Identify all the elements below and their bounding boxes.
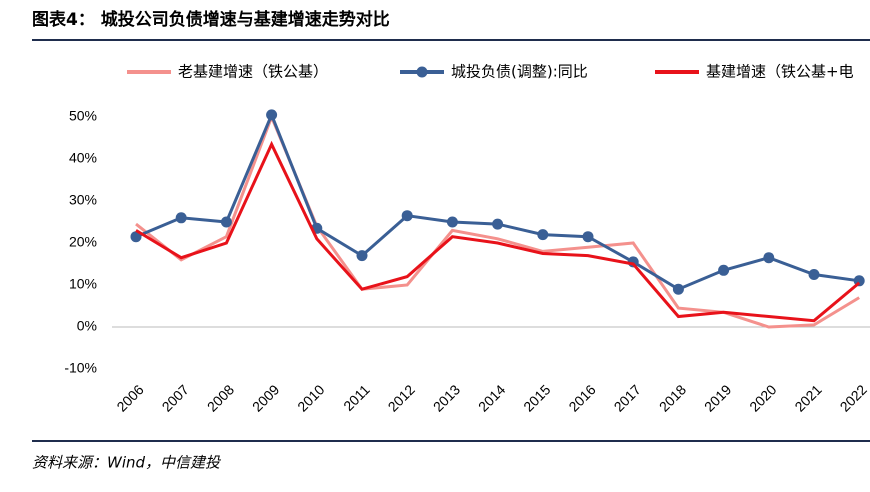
y-tick-label: 20%	[69, 234, 97, 250]
point	[446, 216, 458, 228]
point	[175, 212, 187, 224]
y-tick-label: 50%	[69, 108, 97, 124]
x-tick-label: 2020	[746, 381, 779, 414]
x-tick-label: 2012	[385, 381, 418, 414]
x-tick-label: 2015	[520, 381, 553, 414]
point	[401, 210, 413, 222]
x-tick-label: 2021	[791, 381, 824, 414]
legend-marker	[416, 66, 428, 78]
x-tick-label: 2011	[340, 381, 373, 414]
point	[220, 216, 232, 228]
x-tick-label: 2019	[701, 381, 734, 414]
chart-title: 图表4： 城投公司负债增速与基建增速走势对比	[32, 9, 390, 30]
point	[492, 218, 504, 230]
x-tick-label: 2009	[249, 381, 282, 414]
point	[718, 264, 730, 276]
point	[582, 231, 594, 243]
legend-label: 城投负债(调整):同比	[451, 63, 588, 81]
point	[672, 283, 684, 295]
y-tick-label: 0%	[77, 318, 97, 334]
x-tick-label: 2008	[204, 381, 237, 414]
y-tick-label: 10%	[69, 276, 97, 292]
x-tick-label: 2016	[565, 381, 598, 414]
legend-label: 老基建增速（铁公基）	[178, 63, 328, 81]
point	[130, 231, 142, 243]
y-tick-label: -10%	[64, 360, 97, 376]
series-line	[135, 112, 860, 329]
series-line	[135, 140, 861, 323]
legend-label: 基建增速（铁公基+电	[706, 63, 854, 81]
point	[537, 229, 549, 241]
x-tick-label: 2022	[837, 381, 870, 414]
y-tick-label: 40%	[69, 150, 97, 166]
point	[356, 250, 368, 262]
point	[808, 269, 820, 280]
point	[763, 252, 775, 264]
y-tick-label: 30%	[69, 192, 97, 208]
point	[266, 109, 278, 121]
x-tick-label: 2018	[656, 381, 689, 414]
x-tick-label: 2006	[113, 381, 146, 414]
x-tick-label: 2017	[611, 381, 644, 414]
x-tick-label: 2013	[430, 381, 463, 414]
x-tick-label: 2014	[475, 381, 508, 414]
x-tick-label: 2007	[159, 381, 192, 414]
source: 资料来源：Wind，中信建投	[32, 454, 222, 472]
x-tick-label: 2010	[294, 381, 327, 414]
